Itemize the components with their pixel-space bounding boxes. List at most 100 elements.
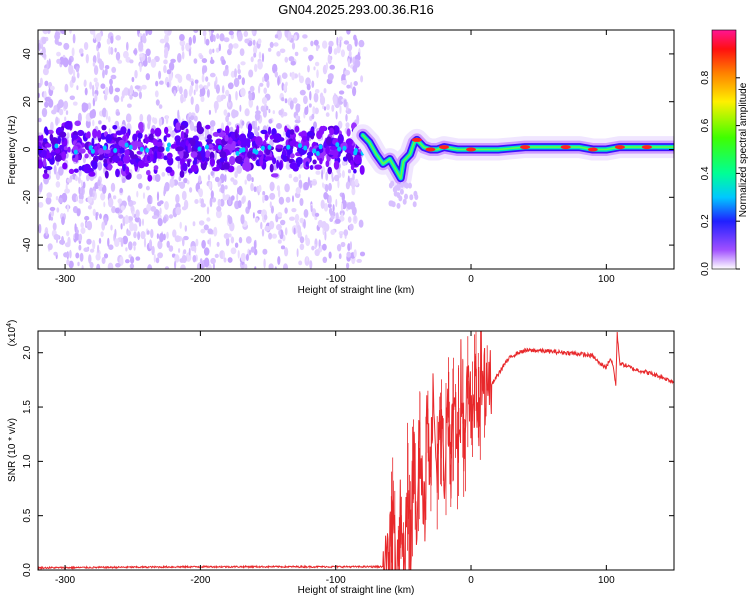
noise-speckle [65, 110, 69, 115]
noise-speckle [175, 194, 180, 204]
signal-hotspot [614, 145, 625, 150]
noise-speckle [345, 113, 348, 122]
noise-speckle [124, 214, 129, 225]
noise-speckle [314, 212, 320, 217]
band-speckle [137, 132, 143, 139]
noise-speckle [130, 256, 135, 264]
band-speckle [320, 125, 327, 132]
noise-speckle [127, 195, 131, 203]
band-speckle [43, 157, 47, 168]
noise-speckle [278, 196, 285, 205]
noise-speckle [261, 228, 265, 237]
noise-speckle [315, 46, 319, 52]
band-speckle [212, 167, 220, 172]
band-speckle [237, 139, 242, 145]
noise-speckle [327, 54, 331, 64]
band-speckle [97, 148, 105, 155]
noise-speckle [156, 191, 160, 202]
noise-speckle [303, 181, 310, 191]
noise-speckle [150, 206, 157, 212]
noise-speckle [46, 192, 52, 199]
noise-speckle [126, 122, 132, 133]
noise-speckle [183, 235, 189, 241]
noise-speckle [248, 69, 254, 78]
band-speckle [45, 166, 53, 171]
noise-speckle [78, 48, 84, 54]
band-speckle [125, 166, 130, 176]
noise-speckle [238, 236, 243, 244]
band-peak [145, 147, 150, 153]
noise-speckle [204, 257, 210, 268]
noise-speckle [107, 262, 114, 269]
noise-speckle [59, 56, 65, 65]
noise-speckle [166, 69, 172, 75]
band-speckle [175, 146, 184, 152]
noise-speckle [89, 187, 93, 197]
noise-speckle [283, 130, 286, 137]
x-tick-label: -100 [326, 575, 346, 586]
noise-speckle [162, 216, 167, 224]
band-peak [303, 145, 308, 151]
noise-speckle [150, 228, 154, 239]
noise-speckle [38, 201, 44, 208]
noise-speckle [313, 121, 317, 129]
noise-speckle [276, 31, 282, 41]
band-speckle [325, 146, 330, 155]
noise-speckle [202, 30, 207, 37]
snr-x-axis: -300 -200 -100 0 100 [55, 331, 615, 586]
noise-speckle [157, 252, 164, 259]
signal-hotspot [587, 147, 598, 152]
band-speckle [275, 144, 284, 149]
snr-series-line [38, 331, 674, 570]
band-speckle [179, 170, 185, 178]
noise-speckle [193, 30, 199, 34]
noise-speckle [268, 47, 272, 52]
band-speckle [71, 134, 79, 140]
spectrogram-x-axis: -300 -200 -100 0 100 [55, 30, 615, 285]
noise-speckle [283, 263, 288, 269]
noise-speckle [329, 207, 333, 215]
noise-speckle [139, 62, 142, 73]
signal-hotspot [439, 145, 449, 150]
noise-speckle [45, 196, 52, 205]
noise-speckle [38, 223, 42, 234]
noise-speckle [338, 36, 343, 42]
noise-speckle [269, 192, 276, 200]
noise-speckle [178, 175, 182, 182]
noise-speckle [298, 179, 303, 190]
noise-speckle [190, 245, 197, 252]
noise-speckle [185, 73, 192, 81]
noise-speckle [210, 257, 216, 265]
noise-speckle [306, 105, 309, 115]
noise-speckle [284, 247, 289, 257]
noise-speckle [76, 208, 81, 217]
noise-speckle [122, 235, 128, 245]
noise-speckle [173, 89, 177, 97]
noise-speckle [50, 216, 54, 221]
band-speckle [91, 160, 98, 170]
signal-tail [399, 188, 404, 195]
band-speckle [295, 157, 303, 165]
noise-speckle [227, 257, 233, 263]
noise-speckle [281, 97, 285, 102]
band-speckle [63, 146, 68, 151]
noise-speckle [163, 59, 168, 65]
noise-speckle [189, 187, 193, 193]
noise-speckle [346, 202, 352, 210]
band-speckle [201, 156, 206, 162]
snr-xlabel: Height of straight line (km) [298, 585, 415, 596]
noise-speckle [263, 73, 270, 82]
band-speckle [154, 127, 162, 137]
noise-speckle [209, 120, 216, 127]
noise-speckle [346, 84, 351, 89]
noise-speckle [194, 79, 199, 84]
band-speckle [133, 162, 138, 167]
noise-speckle [54, 33, 60, 41]
noise-speckle [195, 238, 199, 247]
noise-speckle [174, 235, 181, 243]
noise-speckle [263, 214, 268, 221]
noise-speckle [108, 46, 111, 55]
noise-speckle [279, 48, 286, 54]
noise-speckle [306, 83, 311, 91]
